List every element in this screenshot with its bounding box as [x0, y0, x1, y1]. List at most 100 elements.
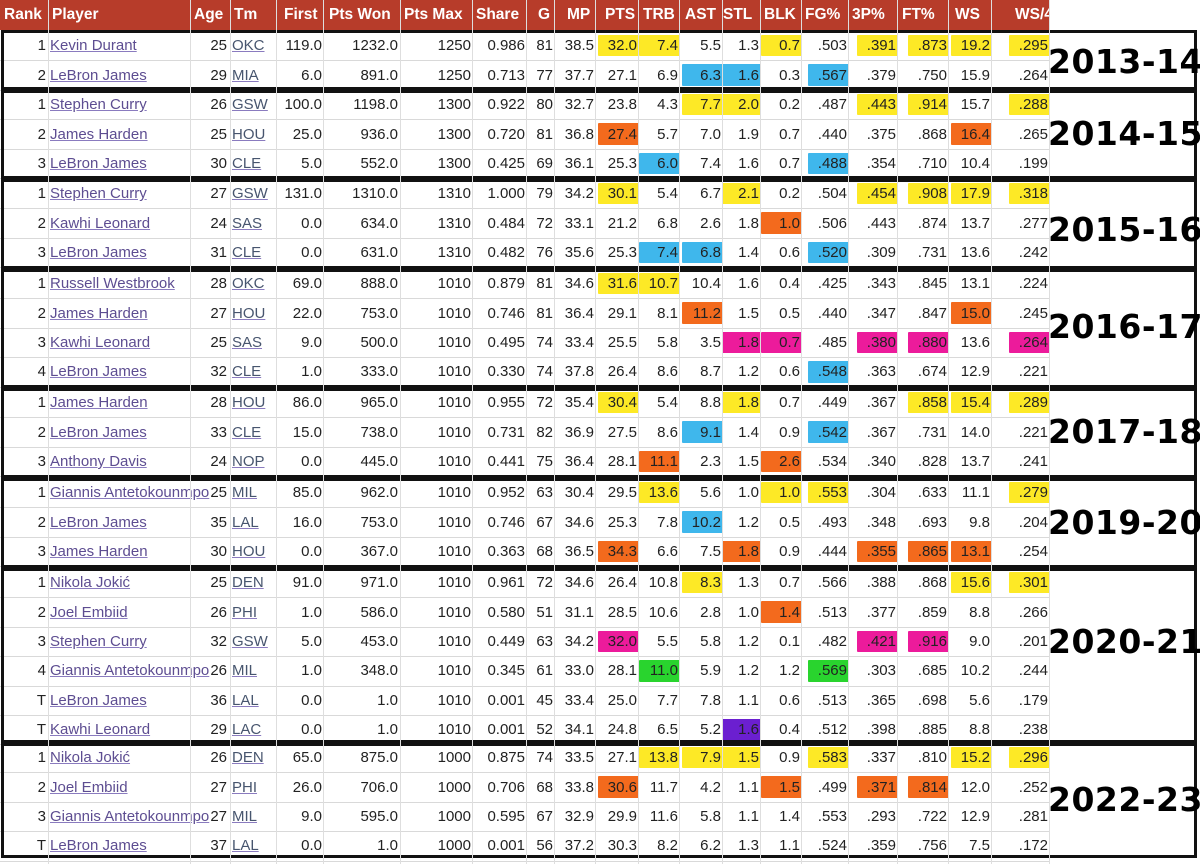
cell-player[interactable]: LeBron James [50, 363, 147, 381]
cell-player[interactable]: LeBron James [50, 66, 147, 84]
cell-team[interactable]: MIL [232, 662, 258, 680]
cell-team[interactable]: DEN [232, 574, 264, 592]
cell-ws-per-48: .289 [1018, 394, 1048, 412]
cell-team[interactable]: CLE [232, 154, 262, 172]
header-rank[interactable]: Rank [4, 6, 42, 23]
cell-player[interactable]: Kawhi Leonard [50, 721, 151, 739]
cell-player[interactable]: James Harden [50, 394, 148, 412]
cell-team[interactable]: PHI [232, 603, 258, 621]
cell-team[interactable]: CLE [232, 363, 262, 381]
highlight-assists [682, 572, 723, 594]
cell-team[interactable]: CLE [232, 243, 262, 261]
cell-team[interactable]: HOU [232, 125, 266, 143]
cell-team[interactable]: LAL [232, 837, 259, 855]
cell-player[interactable]: LeBron James [50, 513, 147, 531]
cell-team[interactable]: LAC [232, 721, 262, 739]
header-first-place-votes[interactable]: First [284, 6, 318, 23]
cell-player[interactable]: Stephen Curry [50, 96, 147, 114]
cell-ws-per-48: .265 [1018, 125, 1048, 143]
cell-player[interactable]: LeBron James [50, 691, 147, 709]
cell-team[interactable]: MIL [232, 484, 258, 502]
cell-ws-per-48: .301 [1018, 574, 1048, 592]
cell-team[interactable]: SAS [232, 333, 263, 351]
cell-team[interactable]: GSW [232, 185, 268, 203]
cell-team[interactable]: MIL [232, 807, 258, 825]
cell-player[interactable]: Kevin Durant [50, 37, 137, 55]
cell-team[interactable]: HOU [232, 304, 266, 322]
cell-player[interactable]: Giannis Antetokounmpo [50, 807, 210, 825]
cell-assists: 7.9 [700, 749, 721, 767]
cell-blocks: 0.5 [779, 513, 800, 531]
cell-player[interactable]: Giannis Antetokounmpo [50, 662, 210, 680]
header-ws-per-48[interactable]: WS/48 [1015, 6, 1062, 23]
cell-share: 0.952 [487, 484, 525, 502]
header-games[interactable]: G [538, 6, 551, 23]
cell-player[interactable]: LeBron James [50, 423, 147, 441]
cell-fg-pct: .425 [817, 275, 847, 293]
cell-fg-pct: .444 [817, 542, 847, 560]
header-minutes[interactable]: MP [567, 6, 591, 23]
cell-player[interactable]: LeBron James [50, 837, 147, 855]
cell-blocks: 0.6 [779, 363, 800, 381]
header-assists[interactable]: AST [685, 6, 716, 23]
cell-player[interactable]: Stephen Curry [50, 185, 147, 203]
cell-fg-pct: .512 [817, 721, 847, 739]
cell-ws-per-48: .199 [1018, 154, 1048, 172]
cell-assists: 5.8 [700, 632, 721, 650]
cell-player[interactable]: Anthony Davis [50, 452, 147, 470]
cell-team[interactable]: LAL [232, 513, 259, 531]
cell-team[interactable]: PHI [232, 778, 258, 796]
cell-team[interactable]: HOU [232, 394, 266, 412]
cell-player[interactable]: LeBron James [50, 154, 147, 172]
cell-team[interactable]: OKC [232, 37, 265, 55]
cell-player[interactable]: Joel Embiid [50, 603, 128, 621]
cell-fg-pct: .553 [817, 807, 847, 825]
cell-win-shares: 10.2 [960, 662, 990, 680]
cell-player[interactable]: Kawhi Leonard [50, 214, 151, 232]
cell-minutes: 37.7 [564, 66, 594, 84]
cell-player[interactable]: James Harden [50, 304, 148, 322]
cell-team[interactable]: GSW [232, 632, 268, 650]
cell-team[interactable]: SAS [232, 214, 263, 232]
cell-player[interactable]: Russell Westbrook [50, 275, 175, 293]
cell-first-place-votes: 1.0 [301, 603, 322, 621]
cell-team[interactable]: DEN [232, 749, 264, 767]
cell-team[interactable]: MIA [232, 66, 259, 84]
cell-ws-per-48: .281 [1018, 807, 1048, 825]
cell-team[interactable]: NOP [232, 452, 265, 470]
cell-team[interactable]: OKC [232, 275, 265, 293]
header-player[interactable]: Player [52, 6, 99, 23]
cell-player[interactable]: James Harden [50, 125, 148, 143]
cell-team[interactable]: LAL [232, 691, 259, 709]
cell-assists: 10.4 [691, 275, 721, 293]
cell-player[interactable]: LeBron James [50, 243, 147, 261]
cell-player[interactable]: Joel Embiid [50, 778, 128, 796]
cell-player[interactable]: James Harden [50, 542, 148, 560]
header-ft-pct[interactable]: FT% [902, 6, 935, 23]
header-points[interactable]: PTS [605, 6, 636, 23]
cell-team[interactable]: CLE [232, 423, 262, 441]
header-win-shares[interactable]: WS [955, 6, 980, 23]
cell-player[interactable]: Kawhi Leonard [50, 333, 151, 351]
cell-player[interactable]: Nikola Jokić [50, 574, 131, 592]
header-share[interactable]: Share [476, 6, 520, 23]
cell-games: 76 [536, 243, 553, 261]
cell-player[interactable]: Giannis Antetokounmpo [50, 484, 210, 502]
header-team[interactable]: Tm [234, 6, 258, 23]
cell-team[interactable]: GSW [232, 96, 268, 114]
header-points-max[interactable]: Pts Max [404, 6, 463, 23]
header-fg-pct[interactable]: FG% [805, 6, 841, 23]
cell-age: 27 [210, 807, 227, 825]
header-three-pt-pct[interactable]: 3P% [852, 6, 885, 23]
cell-player[interactable]: Stephen Curry [50, 632, 147, 650]
header-points-won[interactable]: Pts Won [329, 6, 391, 23]
header-blocks[interactable]: BLK [764, 6, 796, 23]
header-steals[interactable]: STL [723, 6, 753, 23]
cell-ws-per-48: .238 [1018, 721, 1048, 739]
cell-team[interactable]: HOU [232, 542, 266, 560]
header-rebounds[interactable]: TRB [643, 6, 675, 23]
cell-player[interactable]: Nikola Jokić [50, 749, 131, 767]
header-age[interactable]: Age [194, 6, 224, 23]
cell-games: 68 [536, 542, 553, 560]
cell-ws-per-48: .318 [1018, 185, 1048, 203]
